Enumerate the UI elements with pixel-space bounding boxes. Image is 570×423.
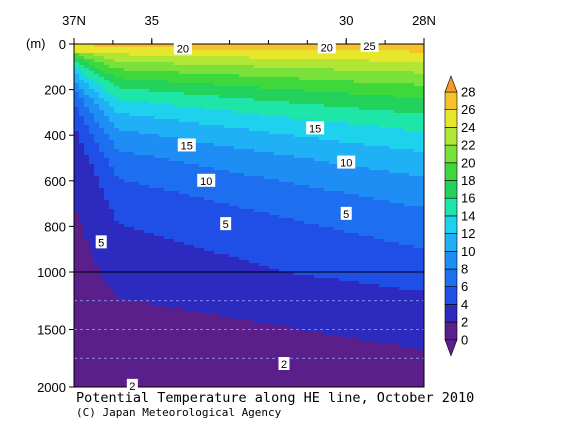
contour-label: 20: [177, 44, 189, 56]
x-axis: 37N 35 30 28N: [62, 13, 436, 44]
colorbar-segment: [444, 304, 458, 323]
colorbar-tick-label: 4: [461, 297, 468, 312]
plot-area: [74, 44, 424, 387]
contour-label: 2: [281, 359, 287, 371]
contour-label: 5: [343, 209, 349, 221]
colorbar-tick-label: 28: [461, 85, 475, 100]
credit-text: (C) Japan Meteorological Agency: [76, 406, 282, 419]
contour-label: 5: [98, 237, 104, 249]
colorbar-tick-label: 0: [461, 332, 468, 347]
x-tick-label: 37N: [62, 13, 86, 28]
contour-label-bg: [177, 138, 196, 152]
contour-label: 10: [200, 176, 212, 188]
colorbar-segment: [444, 144, 458, 164]
contour-label: 15: [181, 140, 193, 152]
colorbar-segment: [444, 251, 458, 270]
colorbar-tick-label: 26: [461, 102, 475, 117]
colorbar-segment: [444, 197, 458, 217]
colorbar-tick-label: 6: [461, 279, 468, 294]
contour-label-bg: [220, 217, 232, 231]
colorbar-segment: [444, 91, 458, 111]
contour-label-bg: [306, 121, 325, 135]
y-tick-label: 1500: [37, 323, 66, 338]
y-tick-label: 800: [44, 219, 66, 234]
y-tick-label: 1000: [37, 265, 66, 280]
colorbar-tick-label: 2: [461, 315, 468, 330]
x-tick-label: 30: [339, 13, 353, 28]
contour-label: 25: [363, 41, 375, 53]
colorbar-tick-label: 16: [461, 191, 475, 206]
colorbar-segment: [444, 321, 458, 341]
colorbar-tick-label: 8: [461, 262, 468, 277]
contour-label: 15: [309, 123, 321, 135]
x-tick-label: 28N: [412, 13, 436, 28]
y-axis-label: (m): [26, 36, 46, 51]
colorbar-segment: [444, 162, 458, 181]
colorbar-tick-label: 22: [461, 138, 475, 153]
colorbar-top-arrow: [444, 75, 458, 93]
colorbar-tick-label: 12: [461, 226, 475, 241]
contour-label: 10: [340, 158, 352, 170]
contour-labels: 252020251515101055522: [95, 38, 379, 393]
contour-label-bg: [95, 235, 107, 249]
colorbar-segment: [444, 109, 458, 128]
colorbar-segment: [444, 286, 458, 305]
contour-label-bg: [340, 206, 352, 220]
plot-frame: [73, 43, 425, 388]
contour-label-bg: [317, 40, 336, 54]
colorbar-segment: [444, 268, 458, 288]
contour-label: 5: [223, 219, 229, 231]
y-tick-label: 400: [44, 128, 66, 143]
colorbar-tick-label: 20: [461, 155, 475, 170]
colorbar-segment: [444, 180, 458, 199]
colorbar-bottom-arrow: [444, 339, 458, 357]
colorbar-tick-label: 14: [461, 208, 475, 223]
contour-label-bg: [126, 378, 138, 392]
contour-label-bg: [337, 155, 356, 169]
y-tick-label: 2000: [37, 380, 66, 395]
y-axis: 0 200 400 600 800 1000 1500 2000: [37, 37, 74, 395]
y-tick-label: 0: [59, 37, 66, 52]
contour-label: 2: [129, 381, 135, 393]
colorbar-tick-label: 18: [461, 173, 475, 188]
contour-label: 20: [321, 42, 333, 54]
contour-label-bg: [197, 173, 216, 187]
colorbar-segment: [444, 233, 458, 252]
chart-title: Potential Temperature along HE line, Oct…: [76, 390, 475, 406]
y-tick-label: 200: [44, 83, 66, 98]
colorbar-segment: [444, 127, 458, 146]
contour-label-bg: [173, 41, 192, 55]
contour-label-bg: [360, 38, 379, 52]
colorbar-tick-label: 10: [461, 244, 475, 259]
y-tick-label: 600: [44, 174, 66, 189]
colorbar-tick-label: 24: [461, 120, 475, 135]
x-tick-label: 35: [145, 13, 159, 28]
contour-label-bg: [278, 357, 290, 370]
colorbar-segment: [444, 215, 458, 234]
